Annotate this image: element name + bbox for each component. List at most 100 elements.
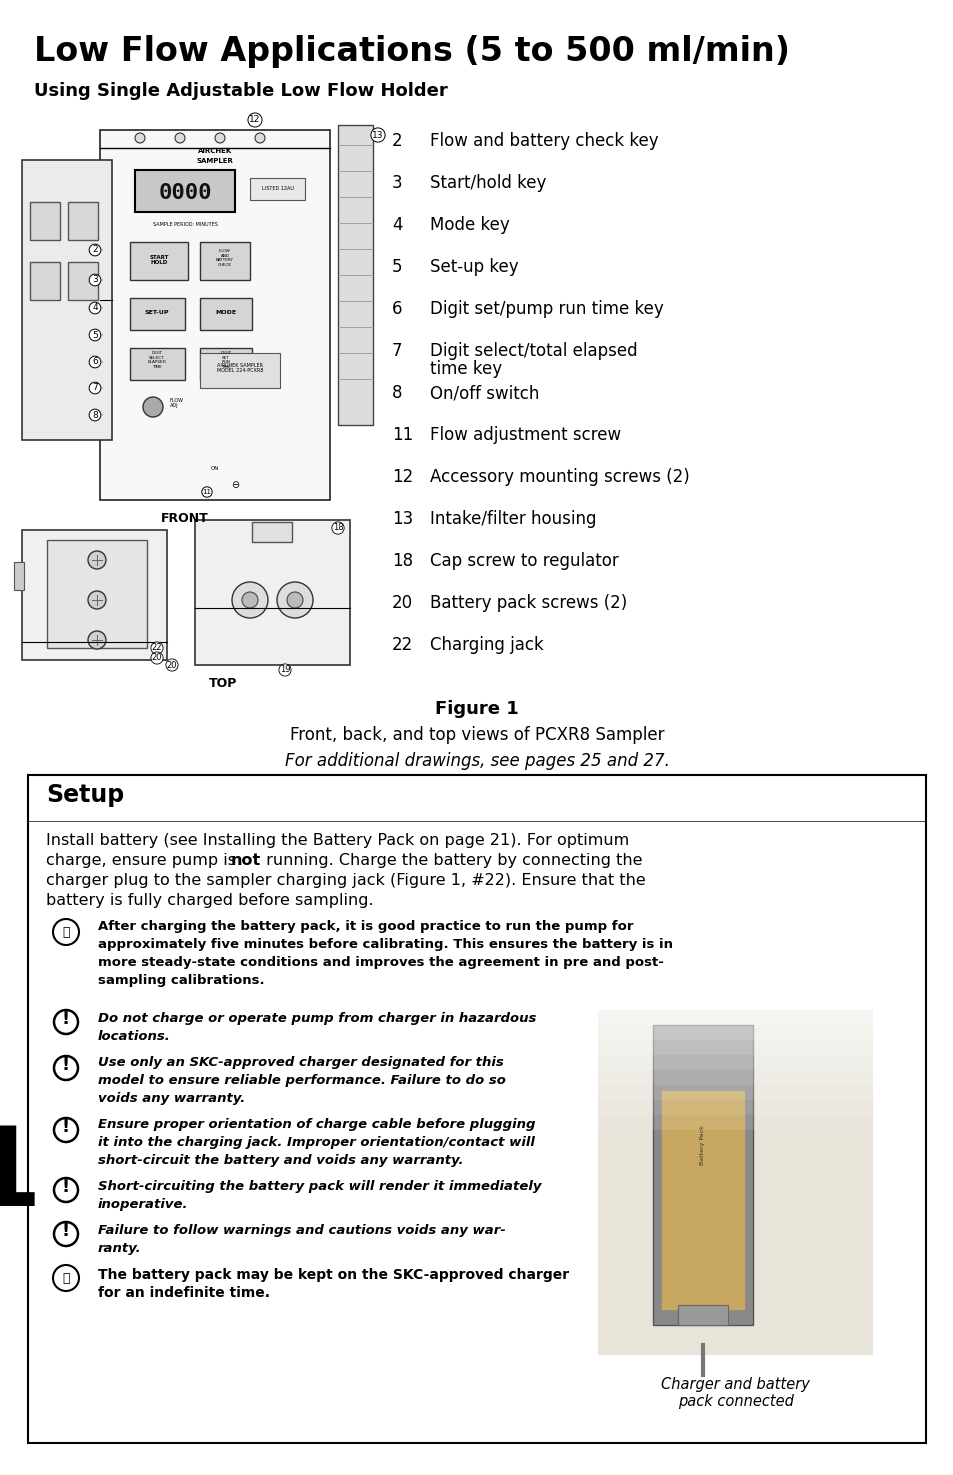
- FancyBboxPatch shape: [598, 1055, 872, 1069]
- Text: 8: 8: [392, 384, 402, 403]
- FancyBboxPatch shape: [200, 242, 250, 280]
- Circle shape: [276, 583, 313, 618]
- Text: 20: 20: [152, 653, 162, 662]
- Text: !: !: [62, 1010, 70, 1028]
- Text: 8: 8: [92, 410, 98, 419]
- Text: AIRCHEK SAMPLER
MODEL 224-PCXR8: AIRCHEK SAMPLER MODEL 224-PCXR8: [216, 363, 263, 373]
- FancyBboxPatch shape: [200, 348, 252, 381]
- Text: FLOW
AND
BATTERY
CHECK: FLOW AND BATTERY CHECK: [215, 249, 233, 267]
- FancyBboxPatch shape: [660, 1090, 744, 1310]
- Text: 👍: 👍: [62, 925, 70, 938]
- Text: DIGIT
SET
RUN
TIME: DIGIT SET RUN TIME: [220, 351, 232, 369]
- Text: TOP: TOP: [209, 677, 237, 690]
- Text: LISTED 12AU: LISTED 12AU: [262, 186, 294, 190]
- Text: The battery pack may be kept on the SKC-approved charger: The battery pack may be kept on the SKC-…: [98, 1268, 569, 1282]
- Text: For additional drawings, see pages 25 and 27.: For additional drawings, see pages 25 an…: [284, 752, 669, 770]
- Text: 6: 6: [92, 357, 98, 366]
- FancyBboxPatch shape: [250, 178, 305, 201]
- Text: 18: 18: [333, 524, 343, 532]
- Text: Intake/filter housing: Intake/filter housing: [430, 510, 596, 528]
- FancyBboxPatch shape: [598, 1010, 872, 1025]
- FancyBboxPatch shape: [598, 1069, 872, 1086]
- Text: 19: 19: [279, 665, 290, 674]
- Text: 12: 12: [249, 115, 260, 124]
- Circle shape: [174, 133, 185, 143]
- Text: Mode key: Mode key: [430, 215, 509, 235]
- Circle shape: [88, 552, 106, 569]
- Text: more steady-state conditions and improves the agreement in pre and post-: more steady-state conditions and improve…: [98, 956, 663, 969]
- FancyBboxPatch shape: [200, 353, 280, 388]
- FancyBboxPatch shape: [598, 1040, 872, 1055]
- FancyBboxPatch shape: [14, 562, 24, 590]
- FancyBboxPatch shape: [68, 202, 98, 240]
- FancyBboxPatch shape: [28, 774, 925, 1443]
- Text: 5: 5: [92, 330, 98, 339]
- Text: 0000: 0000: [158, 183, 212, 204]
- Text: Using Single Adjustable Low Flow Holder: Using Single Adjustable Low Flow Holder: [34, 83, 447, 100]
- Text: 13: 13: [372, 130, 383, 140]
- Text: 22: 22: [392, 636, 413, 653]
- FancyBboxPatch shape: [130, 242, 188, 280]
- Text: Flow adjustment screw: Flow adjustment screw: [430, 426, 620, 444]
- Circle shape: [254, 133, 265, 143]
- Text: !: !: [62, 1179, 70, 1196]
- FancyBboxPatch shape: [22, 159, 112, 440]
- Text: After charging the battery pack, it is good practice to run the pump for: After charging the battery pack, it is g…: [98, 920, 633, 934]
- Text: short-circuit the battery and voids any warranty.: short-circuit the battery and voids any …: [98, 1153, 463, 1167]
- Circle shape: [54, 1221, 78, 1246]
- Circle shape: [54, 1056, 78, 1080]
- Text: 4: 4: [392, 215, 402, 235]
- Text: DIGIT
SELECT
ELAPSED
TIME: DIGIT SELECT ELAPSED TIME: [148, 351, 166, 369]
- Circle shape: [287, 591, 303, 608]
- Text: MODE: MODE: [215, 310, 236, 314]
- Text: 7: 7: [392, 342, 402, 360]
- Text: Install battery (see Installing the Battery Pack on page 21). For optimum: Install battery (see Installing the Batt…: [46, 833, 629, 848]
- Text: 7: 7: [92, 384, 98, 392]
- FancyBboxPatch shape: [337, 125, 373, 425]
- Text: Battery pack screws (2): Battery pack screws (2): [430, 594, 626, 612]
- Text: for an indefinite time.: for an indefinite time.: [98, 1286, 270, 1299]
- Text: battery is fully charged before sampling.: battery is fully charged before sampling…: [46, 892, 374, 909]
- Text: 11: 11: [202, 490, 212, 496]
- Text: Use only an SKC-approved charger designated for this: Use only an SKC-approved charger designa…: [98, 1056, 503, 1069]
- Text: Cap screw to regulator: Cap screw to regulator: [430, 552, 618, 569]
- Circle shape: [143, 397, 163, 417]
- Circle shape: [54, 1179, 78, 1202]
- Text: sampling calibrations.: sampling calibrations.: [98, 974, 264, 987]
- Text: 11: 11: [392, 426, 413, 444]
- Text: SAMPLE PERIOD: MINUTES: SAMPLE PERIOD: MINUTES: [152, 223, 217, 227]
- Circle shape: [53, 919, 79, 945]
- Text: Front, back, and top views of PCXR8 Sampler: Front, back, and top views of PCXR8 Samp…: [290, 726, 663, 743]
- FancyBboxPatch shape: [100, 130, 330, 500]
- Text: charger plug to the sampler charging jack (Figure 1, #22). Ensure that the: charger plug to the sampler charging jac…: [46, 873, 645, 888]
- Text: Figure 1: Figure 1: [435, 701, 518, 718]
- Text: Start/hold key: Start/hold key: [430, 174, 546, 192]
- Text: inoperative.: inoperative.: [98, 1198, 189, 1211]
- Text: 👍: 👍: [62, 1271, 70, 1285]
- Text: 4: 4: [92, 304, 98, 313]
- FancyBboxPatch shape: [598, 1025, 872, 1040]
- FancyBboxPatch shape: [598, 1086, 872, 1100]
- Text: approximately five minutes before calibrating. This ensures the battery is in: approximately five minutes before calibr…: [98, 938, 672, 951]
- Text: locations.: locations.: [98, 1030, 171, 1043]
- Text: ranty.: ranty.: [98, 1242, 141, 1255]
- FancyBboxPatch shape: [200, 298, 252, 330]
- Circle shape: [232, 583, 268, 618]
- FancyBboxPatch shape: [135, 170, 234, 212]
- Text: ON: ON: [211, 466, 219, 471]
- Text: Failure to follow warnings and cautions voids any war-: Failure to follow warnings and cautions …: [98, 1224, 505, 1238]
- Text: ○: ○: [201, 488, 209, 497]
- Text: 6: 6: [392, 299, 402, 319]
- Text: voids any warranty.: voids any warranty.: [98, 1092, 245, 1105]
- FancyBboxPatch shape: [30, 263, 60, 299]
- Text: 13: 13: [392, 510, 413, 528]
- Text: Low Flow Applications (5 to 500 ml/min): Low Flow Applications (5 to 500 ml/min): [34, 35, 789, 68]
- Text: SET-UP: SET-UP: [145, 310, 169, 314]
- FancyBboxPatch shape: [252, 522, 292, 541]
- FancyBboxPatch shape: [68, 263, 98, 299]
- Text: !: !: [62, 1056, 70, 1074]
- Text: Setup: Setup: [46, 783, 124, 807]
- Text: 18: 18: [392, 552, 413, 569]
- Circle shape: [54, 1010, 78, 1034]
- Text: Flow and battery check key: Flow and battery check key: [430, 131, 658, 150]
